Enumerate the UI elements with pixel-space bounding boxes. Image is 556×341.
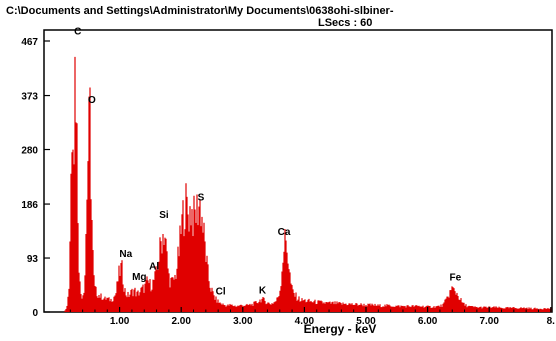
peak-label-cl: Cl	[216, 287, 226, 298]
peak-label-o: O	[88, 95, 96, 106]
y-tick-label: 467	[21, 37, 38, 48]
peak-label-c: C	[74, 27, 81, 38]
window-path-title: C:\Documents and Settings\Administrator\…	[6, 5, 394, 17]
y-tick-label: 186	[21, 200, 38, 211]
y-tick-label: 280	[21, 146, 38, 157]
x-tick-label: 2.00	[171, 316, 191, 327]
x-axis-label: Energy - keV	[304, 322, 377, 336]
peak-label-si: Si	[159, 210, 169, 221]
spectrum-series	[64, 56, 552, 312]
peak-label-al: Al	[149, 262, 159, 273]
x-tick-label: 1.00	[110, 316, 130, 327]
y-tick-label: 0	[32, 308, 38, 319]
x-tick-label: 8.	[547, 316, 556, 327]
peak-label-ca: Ca	[278, 227, 291, 238]
x-tick-label: 6.00	[418, 316, 438, 327]
peak-label-k: K	[259, 285, 267, 296]
x-tick-label: 3.00	[233, 316, 253, 327]
peak-label-fe: Fe	[449, 273, 461, 284]
peak-label-na: Na	[119, 249, 132, 260]
x-tick-label: 5.00	[356, 316, 376, 327]
peak-label-mg: Mg	[132, 272, 146, 283]
y-tick-label: 93	[27, 254, 39, 265]
peak-label-s: S	[198, 193, 205, 204]
plot-area: 0 93 186 280 373 467 1.00 2.00 3.00 4.00 5.00 6.00 7…	[21, 27, 555, 327]
x-tick-label: 4.00	[295, 316, 315, 327]
live-seconds-label: LSecs : 60	[318, 17, 372, 29]
y-tick-label: 373	[21, 92, 38, 103]
x-tick-label: 7.00	[479, 316, 499, 327]
